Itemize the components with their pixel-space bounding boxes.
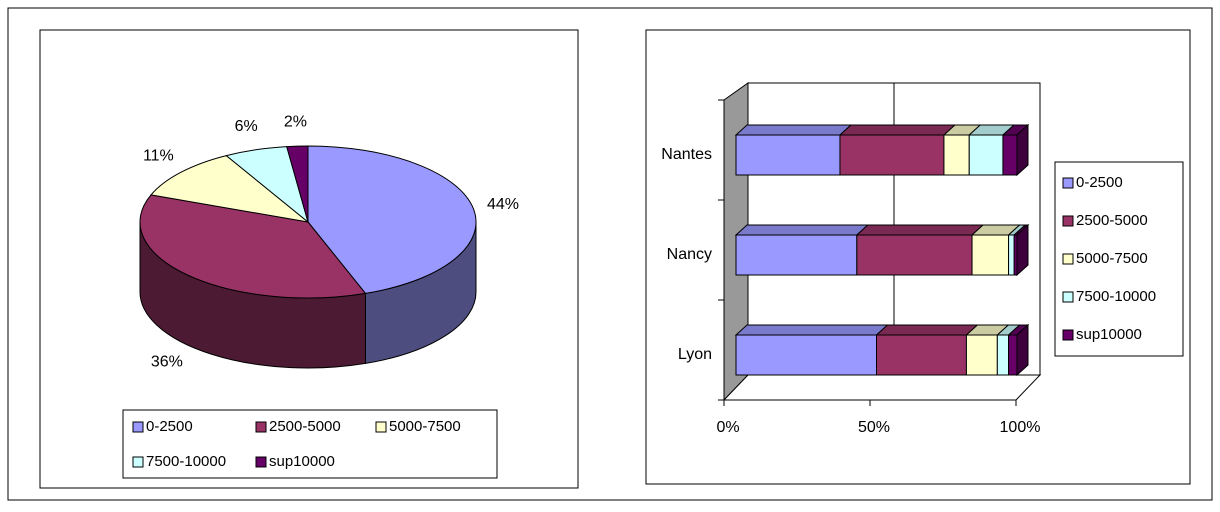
legend-label: 2500-5000 — [1076, 212, 1148, 229]
outer-frame — [7, 7, 1213, 501]
bar — [735, 134, 841, 176]
legend-label: 0-2500 — [146, 418, 193, 435]
bar-top — [855, 224, 985, 236]
legend-swatch — [375, 421, 387, 433]
data-label: 2% — [284, 113, 307, 130]
legend-label: 5000-7500 — [389, 418, 461, 435]
y-tick-label: Lyon — [678, 346, 712, 363]
x-tick-label: 100% — [1000, 419, 1041, 436]
legend-swatch — [255, 456, 267, 468]
pie-slice — [139, 194, 367, 299]
bar — [996, 334, 1010, 376]
legend-label: 7500-10000 — [1076, 288, 1156, 305]
legend-label: 7500-10000 — [146, 453, 226, 470]
data-label: 44% — [487, 196, 519, 213]
bar — [735, 234, 858, 276]
bar-top — [734, 124, 853, 136]
legend-label: 2500-5000 — [269, 418, 341, 435]
data-label: 36% — [151, 353, 183, 370]
bar — [971, 234, 1010, 276]
y-tick-label: Nancy — [667, 246, 712, 263]
legend: 0-2500 2500-5000 5000-7500 7500-10000 sup100… — [1062, 174, 1156, 343]
legend-label: sup10000 — [1076, 326, 1142, 343]
x-tick-label: 50% — [858, 419, 890, 436]
pie-slice — [307, 145, 477, 294]
bar-top — [734, 224, 870, 236]
bar-top — [875, 324, 979, 336]
bar — [1008, 234, 1015, 276]
bar-top — [838, 124, 957, 136]
data-label: 6% — [235, 118, 258, 135]
pie-slice — [150, 155, 310, 223]
bar-side — [1016, 123, 1029, 177]
x-tick-label: 0% — [716, 419, 739, 436]
pie-slice — [286, 145, 309, 223]
bar — [1002, 134, 1018, 176]
legend-label: 0-2500 — [1076, 174, 1123, 191]
legend-swatch — [1062, 329, 1074, 341]
legend-swatch — [1062, 253, 1074, 265]
bar — [735, 334, 877, 376]
bar — [856, 234, 973, 276]
data-label: 11% — [143, 148, 174, 165]
legend-swatch — [1062, 177, 1074, 189]
bar-side — [1016, 223, 1029, 277]
bar — [876, 334, 967, 376]
legend-swatch — [1062, 291, 1074, 303]
bar — [968, 134, 1004, 176]
bar — [965, 334, 998, 376]
legend-swatch — [1062, 215, 1074, 227]
y-tick-label: Nantes — [661, 146, 712, 163]
legend-label: sup10000 — [269, 453, 335, 470]
legend-swatch — [255, 421, 267, 433]
floor — [722, 374, 1042, 401]
bar-legend-box — [1054, 161, 1184, 357]
legend-swatch — [132, 421, 144, 433]
legend-swatch — [132, 456, 144, 468]
bar — [943, 134, 970, 176]
bar-side — [1016, 323, 1029, 377]
legend: 0-2500 2500-5000 5000-7500 7500-10000 sup100… — [132, 418, 461, 470]
bar — [839, 134, 945, 176]
pie-legend-box — [122, 409, 498, 479]
legend-label: 5000-7500 — [1076, 250, 1148, 267]
bar — [1008, 334, 1018, 376]
bar-top — [734, 324, 889, 336]
